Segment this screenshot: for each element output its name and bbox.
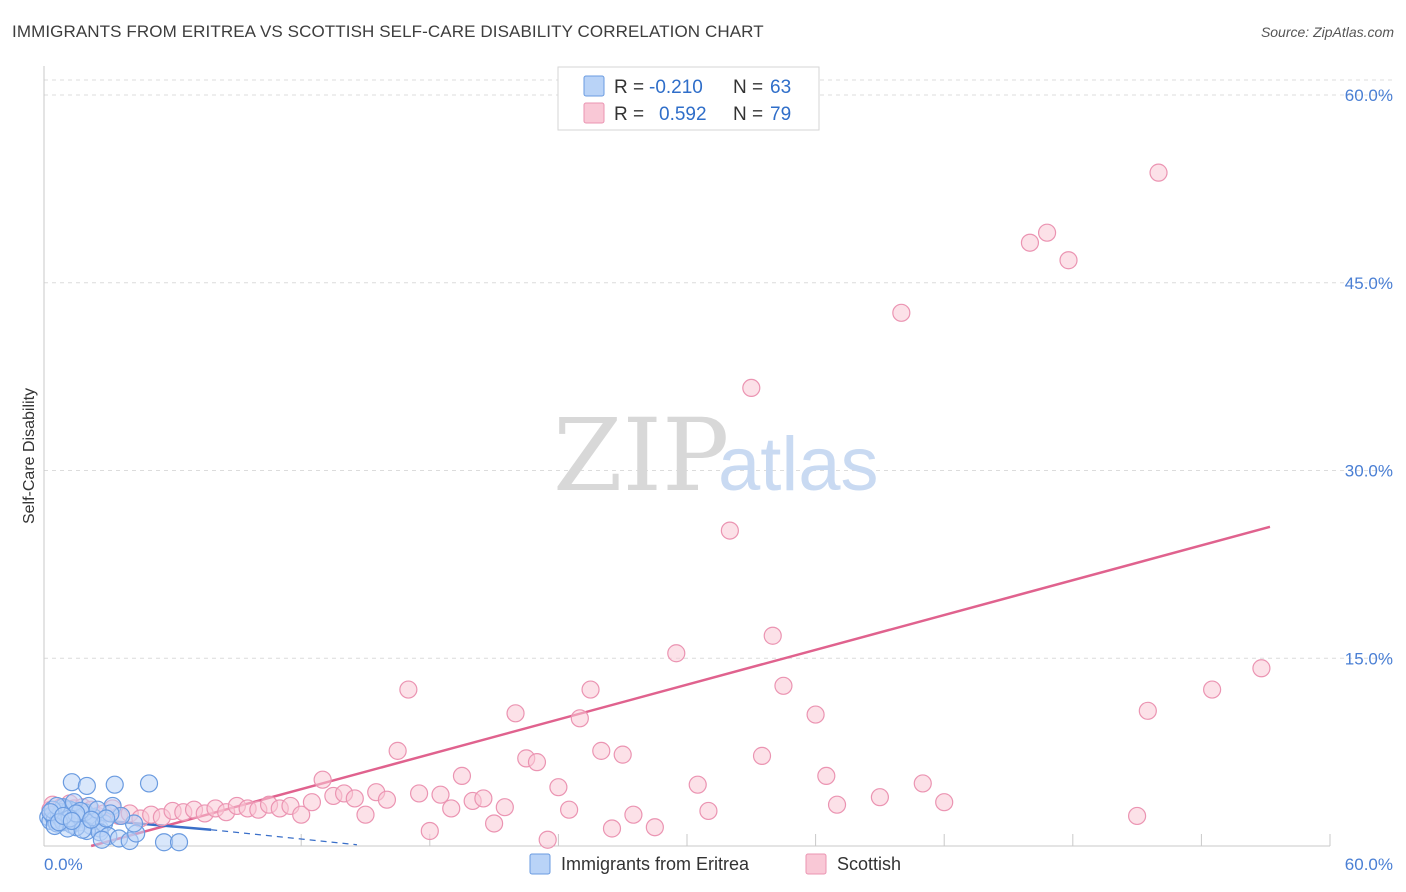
- point-eritrea-56: [169, 833, 189, 852]
- watermark-atlas: atlas: [718, 422, 879, 507]
- point-eritrea-44: [105, 775, 124, 794]
- point-scottish-59: [592, 741, 611, 760]
- point-scottish-83: [1138, 701, 1157, 720]
- point-scottish-42: [409, 784, 429, 803]
- point-scottish-48: [474, 789, 493, 808]
- series-legend: Immigrants from Eritrea Scottish: [529, 853, 901, 875]
- point-scottish-82: [1127, 806, 1147, 826]
- point-scottish-80: [1037, 223, 1057, 242]
- point-scottish-53: [527, 753, 547, 772]
- point-scottish-86: [1252, 659, 1271, 678]
- point-scottish-40: [388, 741, 407, 760]
- point-scottish-71: [774, 676, 793, 695]
- point-scottish-33: [313, 770, 332, 789]
- point-scottish-46: [452, 766, 472, 786]
- point-scottish-84: [1149, 163, 1168, 182]
- trend-line-scottish: [90, 525, 1271, 848]
- point-scottish-57: [570, 709, 589, 728]
- chart-title: IMMIGRANTS FROM ERITREA VS SCOTTISH SELF…: [12, 22, 764, 41]
- y-tick-label-0: 15.0%: [1345, 649, 1393, 668]
- point-scottish-31: [292, 805, 311, 824]
- legend-r-label-2: R =: [614, 104, 644, 125]
- point-eritrea-62: [62, 811, 81, 831]
- correlation-legend: R = -0.210 N = 63 R = 0.592 N = 79: [557, 66, 820, 131]
- legend-n-label-1: N =: [733, 77, 763, 98]
- point-scottish-81: [1059, 251, 1078, 270]
- series-legend-label-eritrea[interactable]: Immigrants from Eritrea: [561, 854, 750, 874]
- watermark: ZIP atlas: [553, 397, 879, 514]
- point-scottish-76: [892, 303, 911, 322]
- axes: [43, 66, 1331, 847]
- legend-r-value-1: -0.210: [649, 77, 703, 98]
- x-tick-label-0: 0.0%: [44, 855, 83, 874]
- point-scottish-72: [806, 705, 825, 724]
- legend-r-value-2: 0.592: [659, 104, 707, 125]
- point-eritrea-41: [92, 830, 111, 849]
- point-scottish-74: [827, 795, 847, 814]
- point-scottish-36: [345, 789, 364, 808]
- point-scottish-77: [913, 774, 932, 793]
- data-points: [39, 163, 1271, 852]
- point-scottish-49: [485, 814, 504, 833]
- point-scottish-58: [581, 680, 600, 699]
- legend-swatch-eritrea: [583, 75, 605, 97]
- point-scottish-63: [645, 818, 664, 837]
- series-legend-label-scottish[interactable]: Scottish: [837, 854, 901, 874]
- point-scottish-85: [1203, 680, 1222, 699]
- point-scottish-69: [752, 746, 772, 765]
- trend-line-eritrea-extension: [211, 829, 357, 846]
- point-eritrea-54: [97, 809, 116, 828]
- series-legend-swatch-eritrea[interactable]: [529, 853, 551, 875]
- point-scottish-73: [817, 766, 836, 786]
- x-tick-label-1: 60.0%: [1345, 855, 1393, 874]
- point-scottish-61: [613, 745, 632, 764]
- series-legend-swatch-scottish[interactable]: [805, 853, 827, 875]
- chart-source: Source: ZipAtlas.com: [1260, 24, 1394, 40]
- point-scottish-54: [538, 830, 557, 849]
- point-scottish-62: [624, 805, 643, 824]
- point-scottish-67: [720, 521, 739, 540]
- point-scottish-55: [549, 778, 568, 797]
- point-scottish-44: [431, 785, 450, 804]
- legend-swatch-scottish: [583, 102, 605, 124]
- point-scottish-66: [699, 801, 718, 821]
- y-tick-label-2: 45.0%: [1345, 274, 1393, 293]
- legend-n-value-1: 63: [770, 77, 791, 98]
- point-scottish-43: [420, 821, 439, 841]
- point-scottish-56: [560, 800, 579, 819]
- legend-n-label-2: N =: [733, 104, 763, 125]
- grid-lines: [44, 79, 1394, 659]
- point-eritrea-42: [62, 773, 81, 792]
- tick-labels: 15.0% 30.0% 45.0% 60.0% 0.0% 60.0%: [44, 86, 1393, 874]
- legend-r-label-1: R =: [614, 77, 644, 98]
- legend-n-value-2: 79: [770, 104, 791, 125]
- point-scottish-79: [1020, 233, 1040, 252]
- point-scottish-39: [377, 790, 397, 809]
- point-scottish-37: [356, 805, 375, 824]
- point-scottish-65: [688, 775, 707, 794]
- point-scottish-45: [442, 799, 461, 818]
- y-tick-label-3: 60.0%: [1345, 86, 1393, 105]
- point-scottish-50: [495, 798, 514, 817]
- point-eritrea-45: [139, 774, 159, 793]
- point-scottish-51: [506, 704, 525, 723]
- watermark-zip: ZIP: [553, 397, 729, 514]
- point-scottish-32: [302, 793, 322, 812]
- y-axis-label: Self-Care Disability: [21, 388, 38, 524]
- point-scottish-70: [763, 626, 782, 645]
- point-scottish-60: [602, 819, 622, 838]
- y-tick-label-1: 30.0%: [1345, 462, 1393, 481]
- point-scottish-68: [742, 378, 761, 398]
- point-scottish-64: [667, 644, 686, 663]
- point-scottish-41: [399, 680, 418, 699]
- point-scottish-75: [870, 788, 890, 807]
- point-eritrea-43: [77, 776, 96, 796]
- point-scottish-78: [935, 793, 954, 812]
- point-eritrea-60: [82, 810, 101, 829]
